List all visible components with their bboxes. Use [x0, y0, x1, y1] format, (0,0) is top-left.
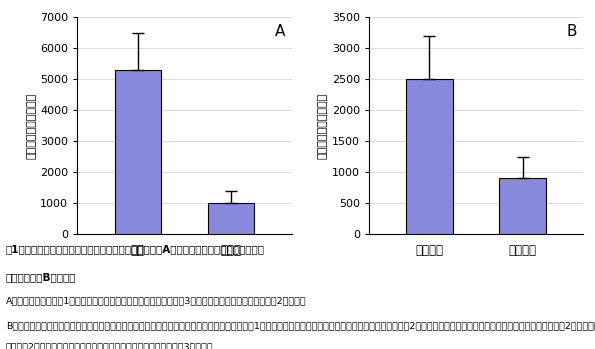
Text: 囱1　ナタネ落ち種の秋期生存数に対する収穫後耕起（A）および不耕起管理した刈り跡で: 囱1 ナタネ落ち種の秋期生存数に対する収穫後耕起（A）および不耕起管理した刈り跡… — [6, 244, 265, 254]
Text: A: A — [275, 24, 285, 39]
Bar — [406, 79, 453, 234]
Bar — [208, 203, 254, 234]
Text: B: B — [566, 24, 577, 39]
Y-axis label: 生存種子数（粒／㎡）: 生存種子数（粒／㎡） — [318, 92, 328, 159]
Bar — [115, 70, 161, 234]
Y-axis label: 生存種子数（粒／㎡）: 生存種子数（粒／㎡） — [26, 92, 36, 159]
Text: B：残さの移動は，ウインドウ（列状に集積した収穫残さ）部からウインドウ間へ，ナタネ収穫1週後に手作業により行った．生存種子数の調査は，収穫約2月後に各プロット内: B：残さの移動は，ウインドウ（列状に集積した収穫残さ）部からウインドウ間へ，ナタ… — [6, 321, 595, 330]
Bar — [499, 178, 546, 234]
Text: A：耕起はナタネ収穫1週後に実施した．生存種子数の調査は収穫約3月後に行った．縦線は標準誤差（2区制）．: A：耕起はナタネ収穫1週後に実施した．生存種子数の調査は収穫約3月後に行った．縦… — [6, 297, 306, 306]
Text: て行い，2箇所の合計をプロットの代表値とした。縦線は標準誤差（3区制）．: て行い，2箇所の合計をプロットの代表値とした。縦線は標準誤差（3区制）． — [6, 342, 214, 349]
Text: の残さ移動（B）の効果: の残さ移動（B）の効果 — [6, 272, 76, 282]
